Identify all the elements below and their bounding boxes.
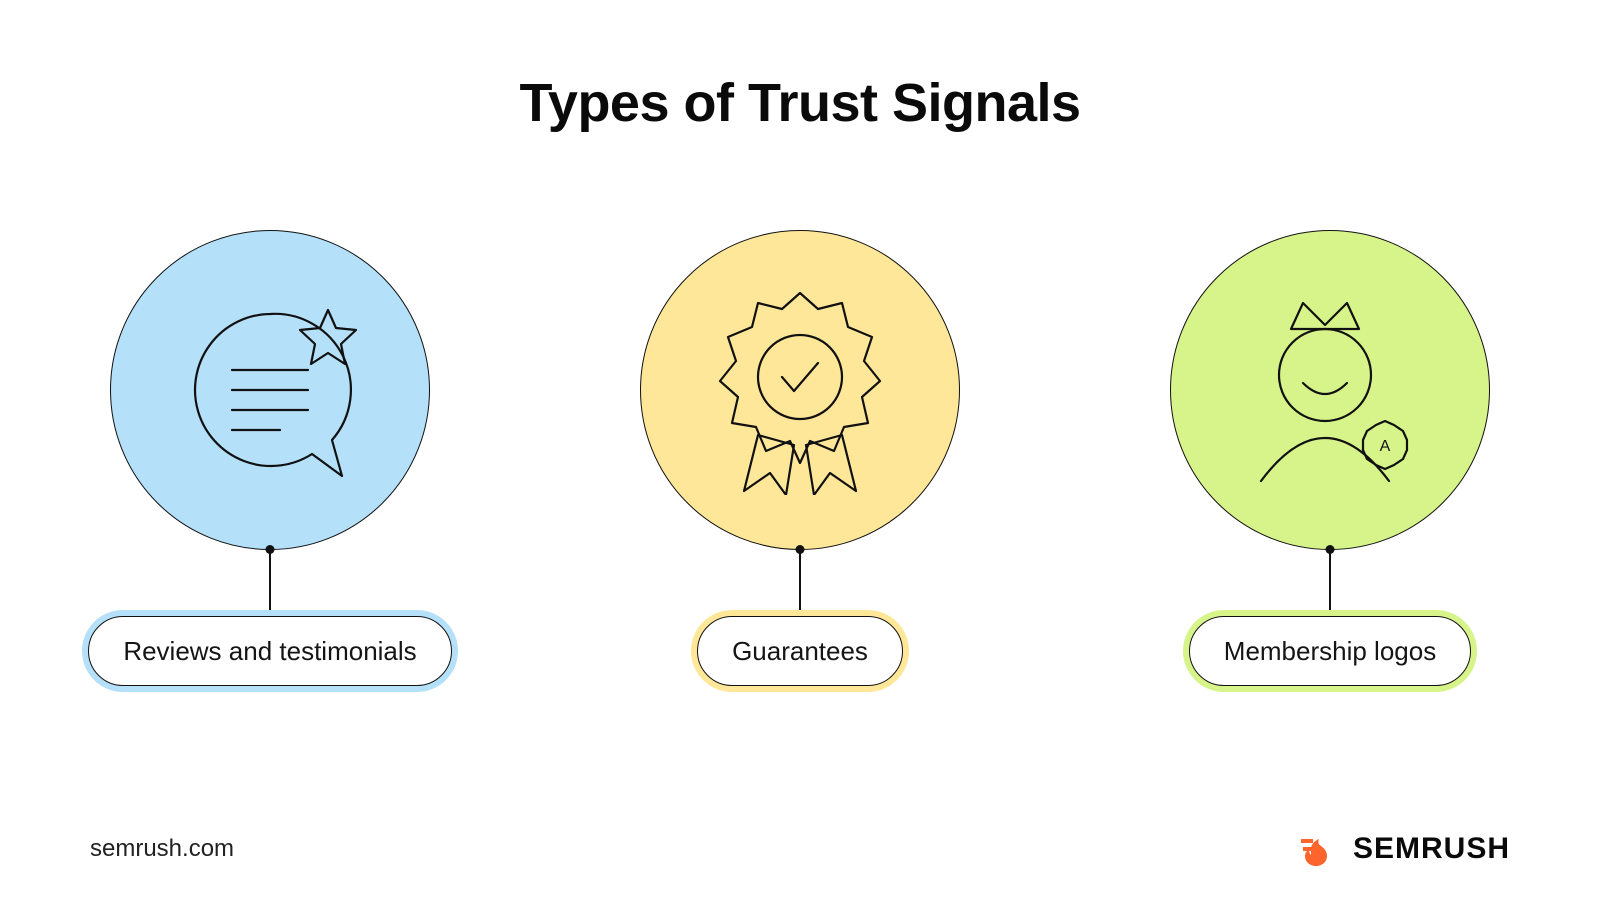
pill-outline-guarantees: Guarantees bbox=[691, 610, 909, 692]
label-text: Membership logos bbox=[1224, 636, 1436, 667]
trust-item-membership: A Membership logos bbox=[1120, 230, 1540, 692]
trust-item-guarantees: Guarantees bbox=[590, 230, 1010, 692]
label-pill-membership: Membership logos bbox=[1189, 616, 1471, 686]
footer-source-text: semrush.com bbox=[90, 835, 234, 863]
pill-outline-reviews: Reviews and testimonials bbox=[82, 610, 457, 692]
circle-membership: A bbox=[1170, 230, 1490, 550]
brand: SEMRUSH bbox=[1301, 829, 1510, 869]
crowned-member-icon: A bbox=[1225, 285, 1435, 495]
svg-text:A: A bbox=[1380, 438, 1391, 455]
semrush-flame-icon bbox=[1301, 829, 1341, 869]
connector bbox=[1329, 550, 1331, 610]
footer: semrush.com SEMRUSH bbox=[0, 829, 1600, 869]
review-star-icon bbox=[170, 290, 370, 490]
pill-outline-membership: Membership logos bbox=[1183, 610, 1477, 692]
ribbon-check-icon bbox=[700, 285, 900, 495]
brand-name: SEMRUSH bbox=[1353, 832, 1510, 866]
circle-reviews bbox=[110, 230, 430, 550]
label-text: Reviews and testimonials bbox=[123, 636, 416, 667]
connector bbox=[799, 550, 801, 610]
connector bbox=[269, 550, 271, 610]
trust-item-reviews: Reviews and testimonials bbox=[60, 230, 480, 692]
items-row: Reviews and testimonials Guarantees bbox=[0, 230, 1600, 692]
page-title: Types of Trust Signals bbox=[0, 0, 1600, 134]
label-pill-guarantees: Guarantees bbox=[697, 616, 903, 686]
circle-guarantees bbox=[640, 230, 960, 550]
label-text: Guarantees bbox=[732, 636, 868, 667]
label-pill-reviews: Reviews and testimonials bbox=[88, 616, 451, 686]
